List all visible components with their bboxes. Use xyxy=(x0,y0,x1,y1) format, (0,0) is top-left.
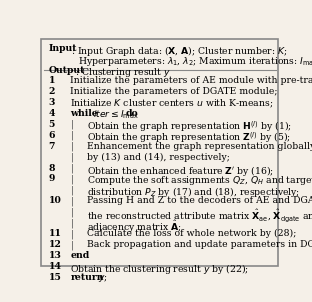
Text: adjacency matrix $\hat{\mathbf{A}}$;: adjacency matrix $\hat{\mathbf{A}}$; xyxy=(87,218,182,235)
Text: |: | xyxy=(71,229,74,239)
Text: 10: 10 xyxy=(49,196,61,205)
Text: do: do xyxy=(125,109,138,118)
Text: 15: 15 xyxy=(49,273,61,282)
Text: 12: 12 xyxy=(49,240,61,249)
Text: : Clustering result $y$: : Clustering result $y$ xyxy=(75,66,171,79)
Text: Hyperparameters: $\lambda_1$, $\lambda_2$; Maximum iterations: $I_{\max}$.: Hyperparameters: $\lambda_1$, $\lambda_2… xyxy=(78,55,312,68)
Text: Obtain the clustering result $y$ by (22);: Obtain the clustering result $y$ by (22)… xyxy=(71,262,249,276)
Text: Back propagation and update parameters in DGAGC-EM;: Back propagation and update parameters i… xyxy=(87,240,312,249)
Text: Output: Output xyxy=(49,66,85,75)
Text: Input: Input xyxy=(49,44,77,53)
Text: 8: 8 xyxy=(49,163,55,172)
Text: |: | xyxy=(71,120,74,129)
Text: Initialize the parameters of DGATE module;: Initialize the parameters of DGATE modul… xyxy=(71,87,278,96)
Text: 14: 14 xyxy=(49,262,62,271)
Text: 7: 7 xyxy=(49,142,55,151)
Text: |: | xyxy=(71,218,74,228)
Text: |: | xyxy=(71,142,74,151)
Text: |: | xyxy=(71,185,74,195)
Text: 2: 2 xyxy=(49,87,55,96)
Text: 11: 11 xyxy=(49,229,62,238)
Text: return: return xyxy=(71,273,104,282)
Text: Passing H and Z to the decoders of AE and DGATE yields: Passing H and Z to the decoders of AE an… xyxy=(87,196,312,205)
Text: |: | xyxy=(71,207,74,217)
Text: the reconstructed attribute matrix $\hat{\mathbf{X}}_{\mathrm{ae}}$, $\hat{\math: the reconstructed attribute matrix $\hat… xyxy=(87,207,312,224)
Text: |: | xyxy=(71,240,74,249)
Text: |: | xyxy=(71,175,74,184)
Text: Obtain the enhanced feature $\mathbf{Z}'$ by (16);: Obtain the enhanced feature $\mathbf{Z}'… xyxy=(87,163,274,178)
Text: $y$;: $y$; xyxy=(98,273,108,284)
Text: $iter \leq I_{\max}$: $iter \leq I_{\max}$ xyxy=(93,109,139,121)
Text: Compute the soft assignments $Q_Z$, $Q_H$ and target: Compute the soft assignments $Q_Z$, $Q_H… xyxy=(87,175,312,188)
Text: Obtain the graph representation $\mathbf{Z}^{(l)}$ by (5);: Obtain the graph representation $\mathbf… xyxy=(87,131,291,145)
Text: while: while xyxy=(71,109,98,118)
Text: 5: 5 xyxy=(49,120,55,129)
Text: Initialize $K$ cluster centers $u$ with K-means;: Initialize $K$ cluster centers $u$ with … xyxy=(71,98,274,110)
Text: |: | xyxy=(71,131,74,140)
Text: end: end xyxy=(71,251,90,260)
Text: Enhancement the graph representation globally and locally: Enhancement the graph representation glo… xyxy=(87,142,312,151)
Text: 1: 1 xyxy=(49,76,55,85)
FancyBboxPatch shape xyxy=(41,39,278,266)
Text: |: | xyxy=(71,163,74,173)
Text: Calculate the loss of whole network by (28);: Calculate the loss of whole network by (… xyxy=(87,229,297,238)
Text: 3: 3 xyxy=(49,98,55,107)
Text: |: | xyxy=(71,196,74,206)
Text: Initialize the parameters of AE module with pre-training;: Initialize the parameters of AE module w… xyxy=(71,76,312,85)
Text: distribution $P_Z$ by (17) and (18), respectively;: distribution $P_Z$ by (17) and (18), res… xyxy=(87,185,300,199)
Text: 6: 6 xyxy=(49,131,55,140)
Text: 13: 13 xyxy=(49,251,61,260)
Text: |: | xyxy=(71,153,74,162)
Text: by (13) and (14), respectively;: by (13) and (14), respectively; xyxy=(87,153,230,162)
Text: 4: 4 xyxy=(49,109,55,118)
Text: 9: 9 xyxy=(49,175,55,183)
Text: Obtain the graph representation $\mathbf{H}^{(l)}$ by (1);: Obtain the graph representation $\mathbf… xyxy=(87,120,292,134)
Text: : Input Graph data: ($\mathbf{X}$, $\mathbf{A}$); Cluster number: $K$;: : Input Graph data: ($\mathbf{X}$, $\mat… xyxy=(71,44,288,58)
